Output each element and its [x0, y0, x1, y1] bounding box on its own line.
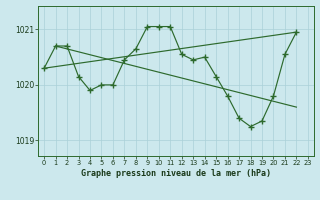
X-axis label: Graphe pression niveau de la mer (hPa): Graphe pression niveau de la mer (hPa)	[81, 169, 271, 178]
